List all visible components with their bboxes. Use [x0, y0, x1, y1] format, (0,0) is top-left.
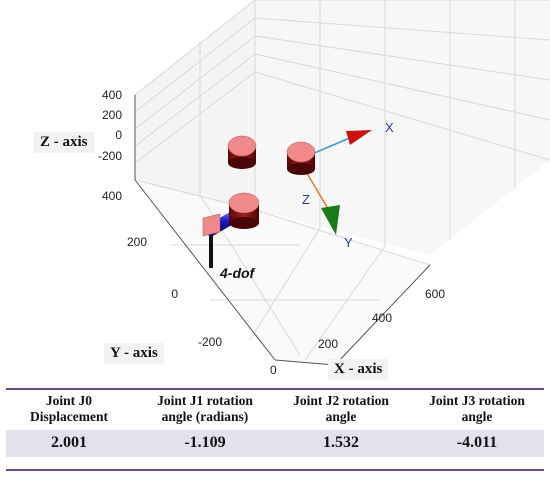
- table-bottom-rule: [6, 469, 544, 471]
- header-j1: Joint J1 rotation angle (radians): [140, 393, 270, 425]
- y-axis-label: Y - axis: [104, 343, 164, 364]
- joint-values-table: Joint J0 Displacement Joint J1 rotation …: [0, 383, 550, 480]
- z-tick: 400: [102, 88, 122, 102]
- value-j1: -1.109: [184, 434, 226, 451]
- x-tick: 200: [318, 337, 338, 351]
- x-tick: 400: [372, 311, 392, 325]
- axis-frame: [134, 95, 431, 366]
- x-frame-label: X: [385, 120, 394, 135]
- z-frame-label: Z: [302, 192, 310, 207]
- z-tick-labels: 400 200 0 -200: [98, 88, 122, 163]
- header-j2-line1: Joint J2 rotation: [293, 393, 389, 408]
- y-tick: 0: [171, 287, 178, 301]
- value-j0: 2.001: [51, 434, 87, 451]
- y-tick: -200: [198, 335, 222, 349]
- y-tick-labels: 400 200 0 -200: [102, 189, 222, 349]
- header-j0-line1: Joint J0: [45, 393, 93, 408]
- y-tick: 200: [127, 235, 147, 249]
- x-arrow-head: [346, 130, 372, 145]
- value-j3: -4.011: [456, 434, 498, 451]
- robot-arm-figure: 400 200 0 -200 400 200 0 -200 0 200 400 …: [34, 0, 550, 380]
- x-tick: 600: [425, 287, 445, 301]
- y-frame-label: Y: [344, 235, 353, 250]
- header-j1-line1: Joint J1 rotation: [157, 393, 253, 408]
- y-axis-arrow: [304, 169, 331, 213]
- header-j0: Joint J0 Displacement: [4, 393, 134, 425]
- header-j2: Joint J2 rotation angle: [276, 393, 406, 425]
- back-pane-left: [135, 0, 255, 210]
- robot-label: 4-dof: [219, 265, 256, 281]
- joint-j0: [202, 213, 221, 237]
- z-tick: 200: [102, 108, 122, 122]
- x-tick-labels: 0 200 400 600: [270, 287, 445, 377]
- header-j3-line1: Joint J3 rotation: [429, 393, 525, 408]
- joint-j3: [286, 141, 316, 175]
- joint-j2: [227, 135, 257, 169]
- grid: [134, 0, 550, 361]
- table-top-rule: [6, 388, 544, 390]
- z-tick: 0: [115, 128, 122, 142]
- z-tick: -200: [98, 149, 122, 163]
- back-pane-right: [255, 0, 550, 255]
- x-axis-label: X - axis: [328, 359, 389, 380]
- header-j2-line2: angle: [325, 409, 357, 424]
- x-tick: 0: [270, 363, 277, 377]
- z-axis-label: Z - axis: [34, 132, 94, 153]
- value-j2: 1.532: [323, 434, 359, 451]
- plot-3d: 400 200 0 -200 400 200 0 -200 0 200 400 …: [98, 0, 550, 377]
- header-j3: Joint J3 rotation angle: [412, 393, 542, 425]
- header-j0-line2: Displacement: [30, 409, 108, 424]
- header-j3-line2: angle: [461, 409, 493, 424]
- value-row: [6, 430, 544, 457]
- header-j1-line2: angle (radians): [161, 409, 249, 424]
- joint-j1: [228, 192, 260, 229]
- y-arrow-head: [321, 205, 340, 235]
- y-tick: 400: [102, 189, 122, 203]
